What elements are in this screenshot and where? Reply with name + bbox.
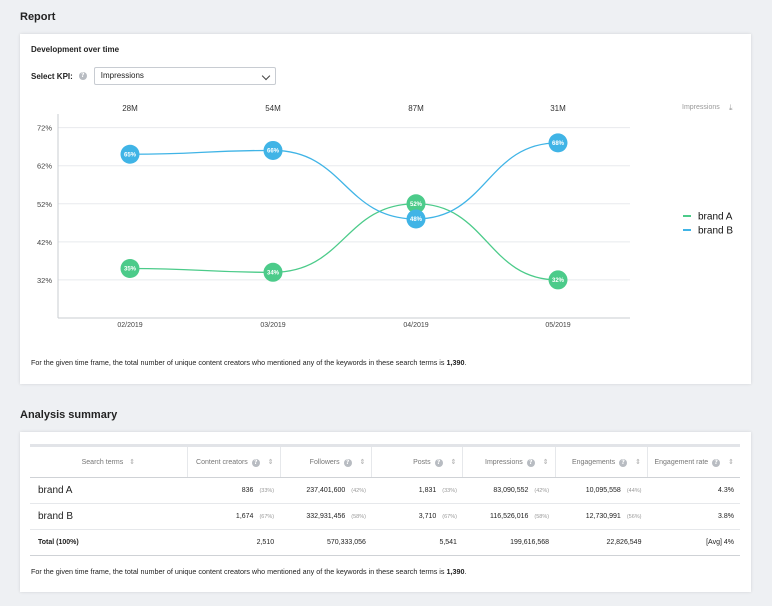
total-impressions: 199,616,568 — [510, 539, 550, 546]
analysis-summary-title: Analysis summary — [20, 409, 118, 421]
help-icon: ? — [251, 458, 260, 467]
data-label: 35% — [124, 267, 137, 273]
sort-icon: ⇕ — [359, 458, 366, 466]
header-search-terms[interactable]: Search terms ⇕ — [30, 445, 188, 478]
kpi-selector-row: Select KPI: ? Impressions — [31, 67, 276, 85]
data-point — [263, 140, 283, 160]
total-followers: 570,333,056 — [327, 539, 366, 546]
cell-engagements: 10,095,558 (44%) — [585, 487, 642, 494]
sort-icon: ⇕ — [450, 458, 457, 466]
help-icon: ? — [619, 458, 628, 467]
header-engagements[interactable]: Engagements ? ⇕ — [554, 445, 648, 478]
summary-footnote: For the given time frame, the total numb… — [31, 567, 467, 576]
help-icon: ? — [526, 458, 535, 467]
sort-icon: ⇕ — [129, 459, 136, 466]
data-point — [406, 194, 426, 214]
data-point — [548, 133, 568, 153]
top-value-label: 87M — [408, 104, 424, 113]
cell-posts: 3,710 (67%) — [418, 513, 457, 520]
y-tick-label: 52% — [37, 200, 52, 209]
data-label: 48% — [410, 217, 423, 223]
kpi-select[interactable]: Impressions — [93, 67, 276, 85]
x-tick-label: 04/2019 — [403, 322, 428, 329]
cell-posts: 1,831 (33%) — [418, 487, 457, 494]
data-point — [548, 270, 568, 290]
sort-icon: ⇕ — [542, 458, 549, 466]
cell-engagements: 12,730,991 (56%) — [585, 513, 642, 520]
data-point — [263, 262, 283, 282]
series-line-1 — [129, 142, 559, 220]
impressions-toggle[interactable]: Impressions — [682, 104, 720, 111]
cell-creators: 836 (33%) — [241, 487, 275, 494]
table-row: brand B 1,674 (67%) 332,931,456 (58%) 3,71… — [30, 504, 740, 530]
total-creators: 2,510 — [256, 539, 275, 546]
x-tick-label: 03/2019 — [260, 322, 285, 329]
top-value-label: 31M — [550, 104, 566, 113]
total-rate: [Avg] 4% — [706, 539, 734, 546]
top-value-label: 54M — [265, 104, 281, 113]
x-tick-label: 05/2019 — [545, 322, 570, 329]
cell-followers: 332,931,456 (58%) — [306, 513, 366, 520]
table-header-row: Search terms ⇕ Content creators ? ⇕ Follow… — [30, 445, 740, 478]
cell-impressions: 83,090,552 (42%) — [493, 487, 550, 494]
data-point — [406, 209, 426, 229]
development-chart: 72% 62% 52% 42% 32% 02/2019 28M 03/2019 54M 04/20… — [37, 104, 733, 329]
kpi-select-value: Impressions — [100, 71, 144, 80]
cell-followers: 237,401,600 (42%) — [306, 487, 366, 494]
cell-creators: 1,674 (67%) — [235, 513, 275, 520]
header-posts[interactable]: Posts ? ⇕ — [371, 445, 463, 478]
data-label: 52% — [410, 202, 423, 208]
total-posts: 5,541 — [439, 539, 457, 546]
report-title: Report — [20, 11, 56, 23]
summary-card: Search terms ⇕ Content creators ? ⇕ Follow… — [20, 432, 751, 592]
data-label: 66% — [267, 149, 280, 155]
help-icon: ? — [712, 458, 721, 467]
download-icon[interactable]: ⤓ — [729, 103, 733, 112]
y-tick-label: 32% — [37, 276, 52, 285]
sort-icon: ⇕ — [728, 458, 734, 466]
data-label: 32% — [552, 278, 565, 284]
row-name: brand B — [38, 511, 74, 522]
header-impressions[interactable]: Impressions ? ⇕ — [462, 445, 556, 478]
header-followers[interactable]: Followers ? ⇕ — [279, 445, 372, 478]
y-tick-label: 72% — [37, 124, 52, 133]
kpi-label: Select KPI: — [31, 71, 73, 81]
total-name: Total (100%) — [38, 539, 79, 546]
y-tick-label: 42% — [37, 238, 52, 247]
data-point — [120, 144, 140, 164]
table-total-row: Total (100%) 2,510 570,333,056 5,541 199… — [30, 529, 740, 556]
data-label: 34% — [267, 271, 280, 277]
development-footnote: For the given time frame, the total numb… — [31, 358, 467, 367]
cell-impressions: 116,526,016 (58%) — [489, 513, 550, 520]
total-engagements: 22,826,549 — [606, 539, 642, 546]
header-engagement-rate[interactable]: Engagement rate ? ⇕ — [646, 445, 740, 478]
cell-rate: 4.3% — [718, 487, 734, 494]
sort-icon: ⇕ — [267, 458, 274, 466]
series-line-0 — [129, 203, 559, 281]
row-name: brand A — [38, 485, 73, 496]
development-card: Development over time Select KPI: ? Impr… — [20, 34, 751, 384]
top-value-label: 28M — [122, 104, 138, 113]
help-icon: ? — [343, 458, 352, 467]
y-tick-label: 62% — [37, 162, 52, 171]
development-title: Development over time — [31, 45, 120, 54]
data-point — [120, 259, 140, 278]
x-tick-label: 02/2019 — [117, 322, 142, 329]
sort-icon: ⇕ — [635, 458, 641, 466]
summary-table: Search terms ⇕ Content creators ? ⇕ Follow… — [30, 444, 740, 556]
legend-label: brand A — [698, 212, 733, 223]
data-label: 65% — [124, 152, 137, 158]
header-content-creators[interactable]: Content creators ? ⇕ — [186, 445, 281, 478]
help-icon[interactable]: ? — [78, 72, 87, 80]
help-icon: ? — [434, 458, 443, 467]
table-row: brand A 836 (33%) 237,401,600 (42%) 1,831(… — [30, 478, 740, 504]
cell-rate: 3.8% — [718, 513, 734, 520]
data-label: 68% — [552, 141, 565, 147]
legend-label: brand B — [698, 226, 733, 237]
